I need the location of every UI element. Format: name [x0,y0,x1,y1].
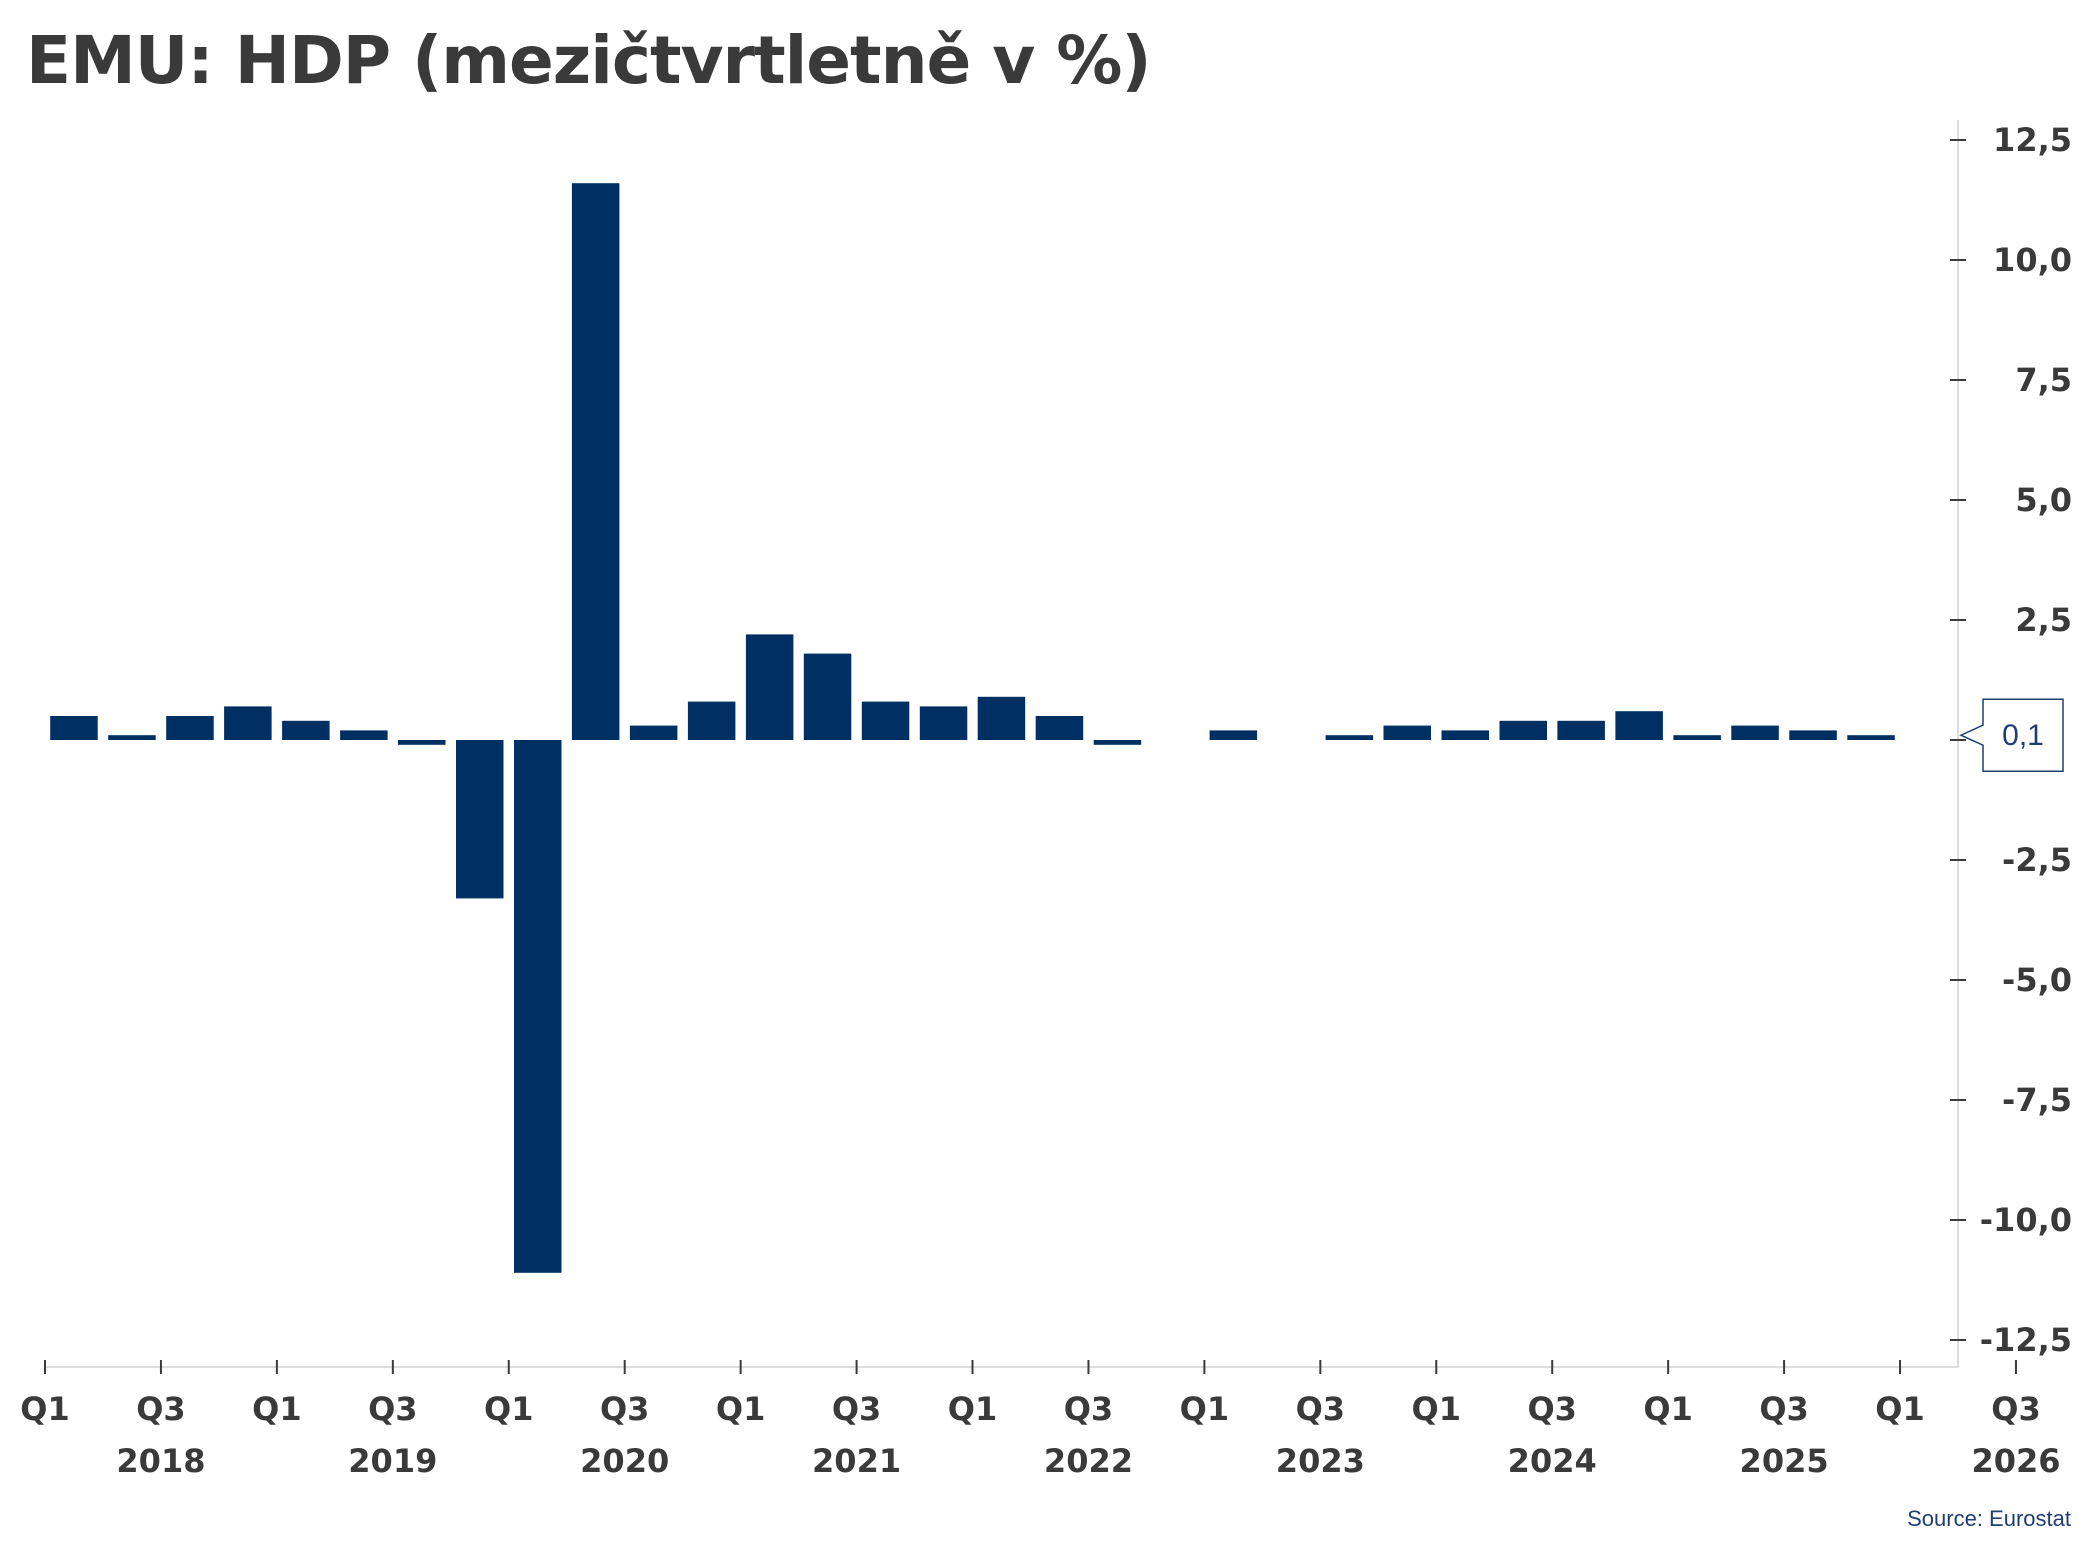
bar-2024-Q2 [1441,730,1489,740]
x-tick-label: Q3 [1991,1390,2040,1428]
x-tick-label: Q3 [1064,1390,1113,1428]
bar-2022-Q4 [1093,740,1142,745]
bar-2018-Q2 [50,716,98,740]
y-tick-label: 10,0 [1993,241,2072,279]
year-label: 2022 [1044,1442,1133,1480]
chart-title: EMU: HDP (mezičtvrtletně v %) [26,22,1152,99]
year-label: 2024 [1508,1442,1597,1480]
bar-2022-Q1 [919,706,968,740]
x-tick-label: Q3 [1527,1390,1576,1428]
year-label: 2021 [812,1442,901,1480]
bar-2018-Q3 [108,735,156,740]
bar-2019-Q4 [398,740,446,745]
year-label: 2020 [580,1442,669,1480]
bar-2020-Q1 [456,740,504,899]
y-tick-label: -12,5 [1980,1321,2072,1359]
bar-2020-Q4 [629,725,678,740]
bar-2021-Q3 [803,653,852,740]
year-label: 2018 [116,1442,205,1480]
x-tick-label: Q3 [600,1390,649,1428]
bar-2019-Q1 [224,706,272,740]
y-tick-label: -2,5 [2002,841,2072,879]
source-note: Source: Eurostat [1907,1506,2071,1531]
bar-2024-Q3 [1499,720,1547,740]
bar-2019-Q3 [340,730,388,740]
x-tick-label: Q1 [252,1390,301,1428]
bars-group [50,183,1895,1273]
year-labels: 2018 2019 2020 2021 2022 2023 2024 2025 2026 [116,1442,2060,1480]
year-label: 2026 [1971,1442,2060,1480]
year-label: 2023 [1276,1442,1365,1480]
callout-box [1959,698,2064,772]
y-axis-ticks: 12,5 10,0 7,5 5,0 2,5 -2,5 -5,0 -7,5 -10,0 -12,5 [1950,121,2072,1359]
bar-2023-Q4 [1325,735,1374,740]
x-tick-label: Q1 [1412,1390,1461,1428]
y-tick-label: 2,5 [2015,601,2072,639]
bar-2026-Q1 [1847,735,1895,740]
x-tick-label: Q1 [716,1390,765,1428]
bar-2022-Q3 [1035,716,1084,740]
bar-2021-Q4 [861,701,910,740]
x-tick-label: Q3 [832,1390,881,1428]
bar-2021-Q1 [687,701,736,740]
y-tick-label: -10,0 [1980,1201,2072,1239]
bar-2023-Q2 [1209,730,1258,740]
y-tick-label: -5,0 [2002,961,2072,999]
bar-2020-Q2 [514,740,562,1273]
bar-2020-Q3 [571,183,620,740]
bar-2018-Q4 [166,716,214,740]
x-tick-label: Q1 [948,1390,997,1428]
bar-2025-Q1 [1615,711,1663,740]
y-tick-label: 7,5 [2015,361,2072,399]
last-value-callout: 0,1 [1959,698,2064,772]
y-tick-label: -7,5 [2002,1081,2072,1119]
x-tick-label: Q1 [1180,1390,1229,1428]
x-tick-label: Q1 [1643,1390,1692,1428]
bar-2019-Q2 [282,720,330,740]
year-label: 2019 [348,1442,437,1480]
x-tick-label: Q3 [1296,1390,1345,1428]
y-tick-label: 5,0 [2015,481,2072,519]
bar-2025-Q4 [1789,730,1837,740]
bar-2025-Q2 [1673,735,1721,740]
x-tick-label: Q3 [1759,1390,1808,1428]
y-tick-label: 12,5 [1993,121,2072,159]
year-label: 2025 [1740,1442,1829,1480]
x-axis-ticks: Q1 Q3 Q1 Q3 Q1 Q3 Q1 Q3 Q1 Q3 Q1 Q3 Q1 Q3 Q1 Q3 Q1 Q3 [20,1360,2041,1428]
x-tick-label: Q3 [368,1390,417,1428]
bar-2024-Q4 [1557,720,1605,740]
x-tick-label: Q3 [136,1390,185,1428]
bar-2025-Q3 [1731,725,1779,740]
bar-2021-Q2 [745,634,794,740]
callout-value: 0,1 [2002,719,2044,752]
x-tick-label: Q1 [1875,1390,1924,1428]
bar-2022-Q2 [977,696,1026,740]
x-tick-label: Q1 [484,1390,533,1428]
x-tick-label: Q1 [20,1390,69,1428]
bar-2024-Q1 [1383,725,1431,740]
